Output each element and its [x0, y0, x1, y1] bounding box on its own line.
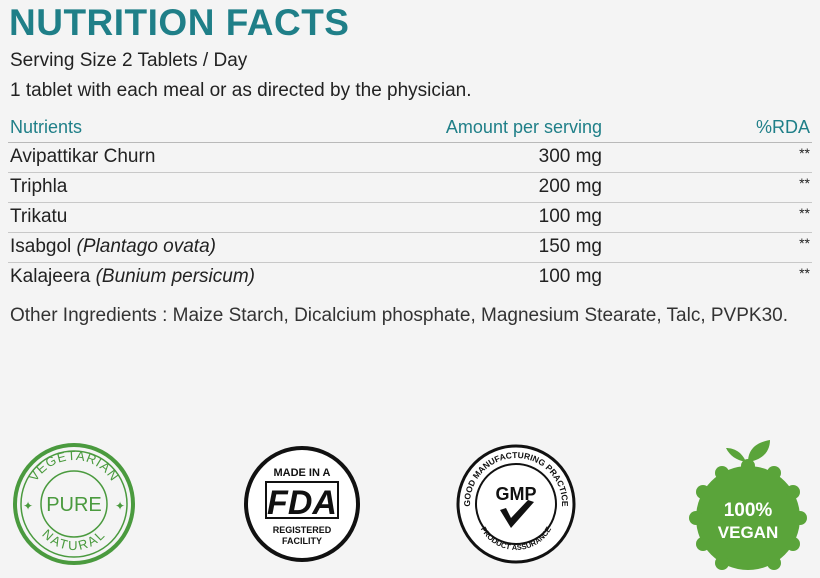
- nutrient-amount: 200 mg: [338, 172, 604, 203]
- vegetarian-badge: VEGETARIAN NATURAL PURE ✦ ✦: [12, 438, 136, 572]
- column-header-rda: %RDA: [604, 113, 812, 143]
- table-header-row: Nutrients Amount per serving %RDA: [8, 113, 812, 143]
- nutrient-name: Kalajeera (Bunium persicum): [10, 266, 255, 288]
- table-row: Trikatu 100 mg **: [8, 202, 812, 233]
- natural-label: NATURAL: [39, 526, 106, 553]
- checkmark-icon: [500, 500, 534, 528]
- fda-logo: FDA: [267, 484, 337, 522]
- nutrient-rda: **: [799, 264, 810, 281]
- other-ingredients: Other Ingredients : Maize Starch, Dicalc…: [10, 305, 788, 326]
- vegan-badge: 100% VEGAN: [686, 438, 810, 572]
- fda-badge: MADE IN A FDA REGISTERED FACILITY: [240, 438, 364, 572]
- nutrient-amount: 150 mg: [338, 232, 604, 263]
- pure-label: PURE: [46, 494, 102, 516]
- nutrient-amount: 100 mg: [338, 202, 604, 233]
- nutrient-amount: 100 mg: [538, 266, 602, 288]
- gmp-logo: GMP: [495, 484, 536, 504]
- svg-text:✦: ✦: [115, 499, 125, 513]
- column-header-amount: Amount per serving: [338, 113, 604, 143]
- svg-text:✦: ✦: [23, 499, 33, 513]
- nutrient-amount: 300 mg: [338, 142, 604, 173]
- vegan-percent: 100%: [724, 500, 773, 521]
- nutrition-table: Nutrients Amount per serving %RDA Avipat…: [8, 113, 812, 292]
- nutrient-name: Trikatu: [8, 202, 338, 233]
- vegan-label: VEGAN: [718, 523, 778, 542]
- table-row: Triphla 200 mg **: [8, 172, 812, 203]
- nutrient-name: Avipattikar Churn: [8, 142, 338, 173]
- svg-text:NATURAL: NATURAL: [39, 526, 108, 553]
- gmp-badge: GOOD MANUFACTURING PRACTICE PRODUCT ASSU…: [454, 438, 578, 572]
- table-row: Kalajeera (Bunium persicum) 100 mg **: [8, 262, 812, 292]
- leaf-icon: [748, 440, 770, 462]
- serving-size: Serving Size 2 Tablets / Day: [10, 50, 248, 71]
- nutrient-rda: **: [604, 142, 812, 173]
- nutrient-rda: **: [604, 202, 812, 233]
- nutrient-rda: **: [604, 172, 812, 203]
- column-header-nutrients: Nutrients: [8, 113, 338, 143]
- nutrient-name: Isabgol (Plantago ovata): [8, 232, 338, 263]
- table-row: Avipattikar Churn 300 mg **: [8, 142, 812, 173]
- nutrient-rda: **: [604, 232, 812, 263]
- table-row: Isabgol (Plantago ovata) 150 mg **: [8, 232, 812, 263]
- nutrient-name: Triphla: [8, 172, 338, 203]
- fda-facility: FACILITY: [282, 536, 322, 546]
- fda-registered: REGISTERED: [273, 525, 332, 535]
- directions: 1 tablet with each meal or as directed b…: [10, 80, 472, 101]
- page-title: NUTRITION FACTS: [9, 2, 350, 43]
- fda-top-label: MADE IN A: [273, 467, 330, 479]
